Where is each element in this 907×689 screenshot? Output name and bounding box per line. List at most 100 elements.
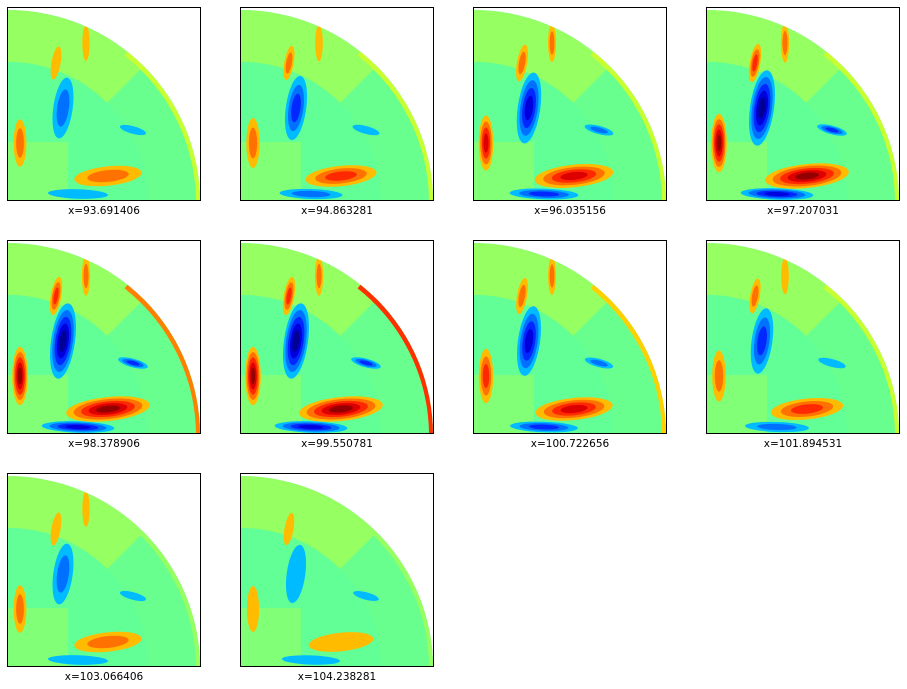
lobe-1-level-4	[524, 95, 534, 121]
quarter-disc	[8, 10, 200, 200]
panel-xlabel: x=103.066406	[64, 671, 144, 683]
contour-svg	[241, 243, 433, 433]
lobe-5-level-1	[50, 512, 62, 546]
contour-svg	[707, 10, 899, 200]
lobe-5-level-1	[283, 512, 295, 546]
lobe-2-level-5	[17, 367, 23, 385]
plot-frame	[473, 240, 667, 434]
lobe-3-level-3	[325, 171, 357, 181]
lobe-7-level-2	[590, 126, 608, 134]
contour-svg	[8, 476, 200, 666]
lobe-5-level-3	[286, 287, 292, 305]
lobe-7-level-3	[126, 360, 140, 366]
lobe-4-level-3	[528, 191, 560, 197]
plot-frame	[7, 7, 201, 201]
lobe-7-level-2	[590, 359, 608, 367]
lobe-6-level-2	[549, 264, 555, 288]
lobe-4-level-4	[65, 424, 91, 430]
arc-edge	[357, 282, 433, 433]
lobe-4-level-4	[764, 191, 790, 197]
arc-edge	[124, 282, 200, 433]
lobe-3-level-4	[560, 404, 588, 414]
lobe-4-level-2	[291, 190, 331, 198]
lobe-1-level-3	[757, 326, 767, 356]
lobe-7-level-3	[825, 127, 839, 133]
quarter-disc	[241, 10, 433, 200]
plot-frame	[240, 473, 434, 667]
quarter-disc	[707, 10, 899, 200]
lobe-6-level-1	[781, 257, 789, 295]
contour-panel: x=93.691406	[7, 7, 201, 217]
lobe-5-level-3	[53, 287, 59, 305]
lobe-1-level-5	[758, 97, 766, 119]
lobe-2-level-4	[483, 133, 489, 153]
lobe-6-level-1	[315, 24, 323, 62]
panel-xlabel: x=104.238281	[297, 671, 377, 683]
lobe-1-level-2	[56, 555, 70, 593]
lobe-2-level-3	[482, 364, 490, 388]
lobe-4-level-2	[757, 423, 797, 431]
lobe-7-level-1	[119, 590, 147, 602]
plot-frame	[240, 7, 434, 201]
panel-xlabel: x=93.691406	[68, 205, 140, 217]
quarter-disc	[8, 243, 200, 433]
lobe-4-level-4	[298, 424, 324, 430]
arc-edge	[590, 49, 666, 200]
lobe-3-level-5	[96, 405, 120, 413]
lobe-1-level-4	[524, 328, 534, 354]
lobe-2-level-1	[246, 586, 260, 632]
lobe-1-level-3	[291, 93, 301, 123]
lobe-2-level-2	[16, 128, 24, 158]
panel-xlabel: x=96.035156	[534, 205, 606, 217]
contour-panel: x=104.238281	[240, 473, 434, 683]
lobe-3-level-1	[308, 632, 374, 652]
arc-edge	[823, 282, 899, 433]
lobe-5-level-3	[752, 54, 758, 72]
contour-panel: x=100.722656	[473, 240, 667, 450]
plot-frame	[706, 240, 900, 434]
plot-frame	[7, 240, 201, 434]
contour-svg	[241, 476, 433, 666]
contour-panel: x=98.378906	[7, 240, 201, 450]
lobe-4-level-1	[48, 189, 108, 199]
quarter-disc	[707, 243, 899, 433]
lobe-3-level-5	[795, 172, 819, 180]
panel-xlabel: x=101.894531	[763, 438, 843, 450]
arc-edge	[357, 49, 433, 200]
lobe-2-level-5	[250, 367, 256, 385]
lobe-5-level-2	[518, 51, 526, 75]
lobe-6-level-2	[83, 263, 89, 289]
lobe-2-level-2	[248, 127, 258, 159]
contour-panel: x=101.894531	[706, 240, 900, 450]
panel-xlabel: x=100.722656	[530, 438, 610, 450]
lobe-7-level-3	[359, 360, 373, 366]
plot-frame	[7, 473, 201, 667]
contour-panel: x=103.066406	[7, 473, 201, 683]
arc-edge	[357, 515, 433, 666]
lobe-2-level-5	[716, 134, 722, 152]
lobe-7-level-1	[818, 357, 846, 369]
lobe-1-level-5	[292, 330, 300, 352]
lobe-6-level-2	[316, 263, 322, 289]
lobe-7-level-1	[119, 124, 147, 136]
quarter-disc	[8, 476, 200, 666]
quarter-disc	[241, 476, 433, 666]
contour-svg	[241, 10, 433, 200]
lobe-5-level-2	[518, 284, 526, 308]
plot-frame	[706, 7, 900, 201]
panel-xlabel: x=98.378906	[68, 438, 140, 450]
quarter-disc	[241, 243, 433, 433]
lobe-6-level-1	[82, 25, 90, 61]
plot-frame	[473, 7, 667, 201]
contour-panel: x=94.863281	[240, 7, 434, 217]
arc-edge	[124, 515, 200, 666]
lobe-3-level-2	[87, 169, 129, 183]
lobe-3-level-2	[87, 635, 129, 649]
lobe-1-level-5	[59, 330, 67, 352]
arc-edge	[823, 49, 899, 200]
lobe-3-level-4	[560, 171, 588, 181]
lobe-5-level-2	[751, 285, 759, 307]
contour-svg	[474, 10, 666, 200]
arc-edge	[124, 49, 200, 200]
lobe-3-level-5	[329, 405, 353, 413]
